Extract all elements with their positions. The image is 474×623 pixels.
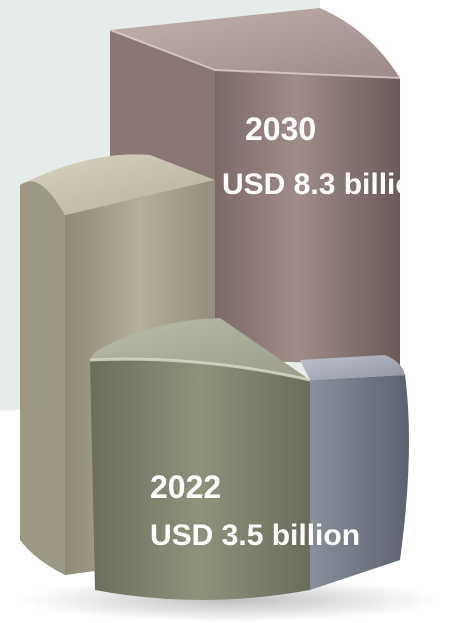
value-label-2030: USD 8.3 billion [222, 168, 432, 201]
bar-right-front [310, 375, 409, 590]
value-label-2022: USD 3.5 billion [150, 519, 360, 552]
bar-2030-front [215, 70, 400, 365]
bar-2022-top [90, 318, 310, 380]
bar-left-front [20, 181, 65, 575]
bar-right-sector [300, 355, 409, 590]
bar-2022 [89, 318, 311, 600]
year-label-2030: 2030 [245, 111, 316, 147]
year-label-2022: 2022 [150, 469, 221, 505]
data-label-2030: 2030 USD 8.3 billion [222, 111, 432, 201]
bar-2030-highlight [109, 29, 401, 79]
data-label-2022: 2022 USD 3.5 billion [150, 469, 360, 552]
bar-right-top [300, 355, 405, 380]
bar-left-top [20, 154, 215, 215]
bar-2022-highlight [89, 357, 311, 382]
bar-2030-top [110, 8, 400, 78]
bar-2022-front [90, 359, 310, 600]
